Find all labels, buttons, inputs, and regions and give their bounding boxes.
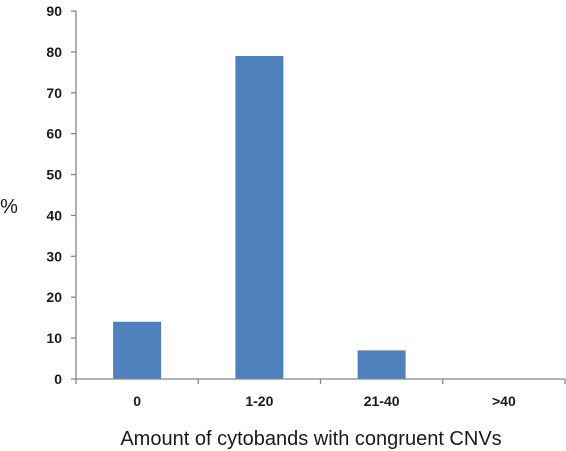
x-tick-label: 21-40 (364, 393, 400, 409)
x-axis-label: Amount of cytobands with congruent CNVs (120, 428, 501, 450)
y-axis: 0 10 20 30 40 50 60 70 80 90 (46, 3, 77, 387)
x-tick-label: 1-20 (245, 393, 273, 409)
y-tick-label: 60 (46, 126, 62, 142)
x-axis: 0 1-20 21-40 >40 (75, 378, 566, 409)
y-tick-label: 20 (46, 289, 62, 305)
y-tick-label: 40 (46, 207, 62, 223)
y-tick-label: 30 (46, 248, 62, 264)
x-tick-label: 0 (133, 393, 141, 409)
x-tick-label: >40 (492, 393, 516, 409)
y-tick-label: 70 (46, 85, 62, 101)
bar (113, 321, 162, 379)
y-tick-label: 0 (54, 371, 62, 387)
y-tick-label: 50 (46, 167, 62, 183)
bars-group (113, 55, 406, 379)
y-axis-label: % (0, 196, 18, 218)
y-tick-label: 10 (46, 330, 62, 346)
bar (235, 55, 284, 379)
y-tick-label: 90 (46, 3, 62, 19)
y-tick-label: 80 (46, 44, 62, 60)
bar (357, 350, 406, 379)
